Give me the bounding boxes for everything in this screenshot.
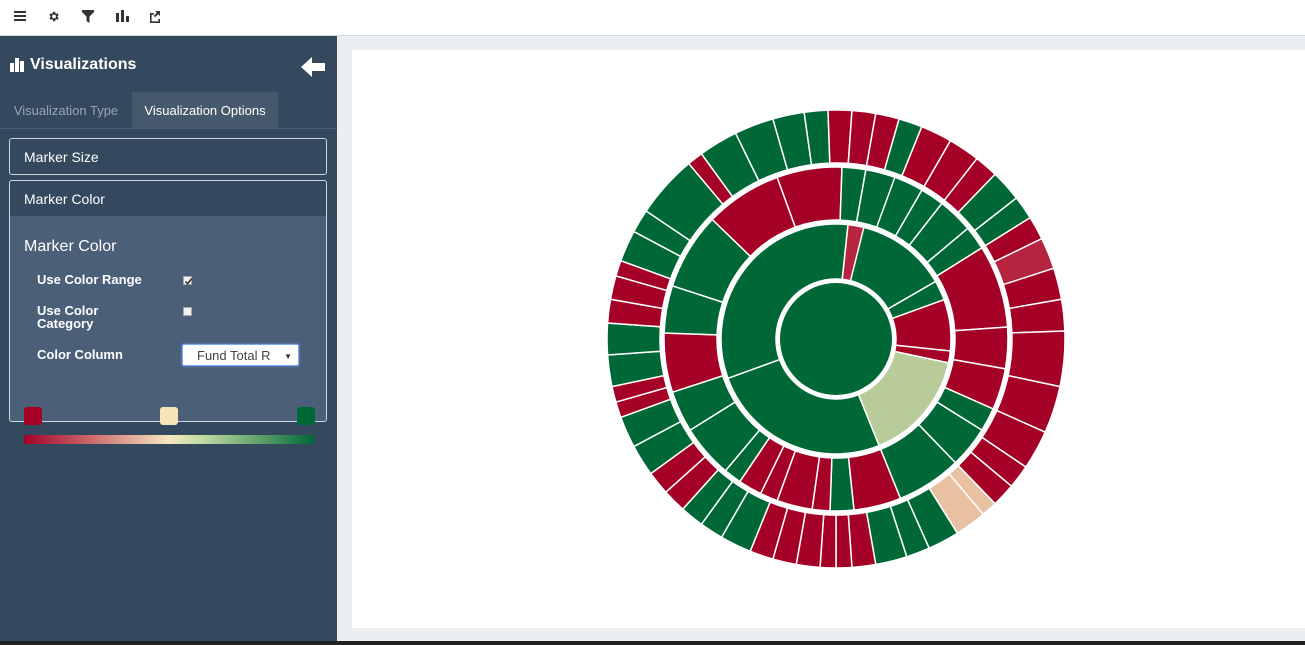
color-column-label: Color Column bbox=[37, 347, 123, 362]
marker-color-panel: Marker Color Use Color Range Use Color C… bbox=[9, 216, 327, 444]
use-color-category-label: Use Color Category bbox=[37, 303, 99, 331]
tab-visualization-type[interactable]: Visualization Type bbox=[13, 102, 119, 118]
sunburst-ring-3-segment[interactable] bbox=[835, 513, 853, 569]
visualization-canvas bbox=[352, 50, 1305, 628]
tab-visualization-options[interactable]: Visualization Options bbox=[132, 92, 278, 128]
sunburst-ring-3-segment[interactable] bbox=[993, 237, 1055, 286]
panel-title: Marker Color bbox=[24, 238, 117, 255]
sunburst-ring-3-segment[interactable] bbox=[606, 322, 662, 356]
use-color-range-label: Use Color Range bbox=[37, 272, 142, 287]
sunburst-ring-1-segment[interactable] bbox=[841, 223, 865, 282]
visualizations-sidebar: Visualizations Visualization Type Visual… bbox=[0, 36, 337, 645]
chevron-down-icon: ▼ bbox=[284, 352, 292, 361]
sunburst-ring-1-segment[interactable] bbox=[720, 223, 849, 380]
marker-color-section[interactable]: Marker Color bbox=[9, 180, 327, 217]
color-range-gradient bbox=[24, 435, 314, 444]
sidebar-title-text: Visualizations bbox=[30, 56, 137, 73]
marker-size-section[interactable]: Marker Size bbox=[9, 138, 327, 175]
sidebar-title: Visualizations bbox=[10, 54, 136, 76]
high-color-swatch[interactable] bbox=[297, 407, 315, 425]
tabs-divider bbox=[0, 128, 337, 129]
filter-icon[interactable] bbox=[76, 5, 100, 27]
top-toolbar bbox=[0, 0, 1305, 36]
use-color-category-checkbox[interactable] bbox=[183, 307, 192, 316]
gear-icon[interactable] bbox=[41, 5, 65, 27]
menu-icon[interactable] bbox=[8, 5, 32, 27]
sunburst-center[interactable] bbox=[780, 283, 892, 395]
bar-chart-icon bbox=[10, 58, 25, 72]
share-icon[interactable] bbox=[142, 5, 166, 27]
sunburst-ring-1-segment[interactable] bbox=[726, 358, 881, 455]
color-column-select[interactable]: Fund Total R ▼ bbox=[182, 344, 299, 366]
arrow-left-icon[interactable] bbox=[300, 56, 326, 78]
main-area bbox=[337, 36, 1305, 645]
use-color-range-checkbox[interactable] bbox=[183, 276, 193, 286]
mid-color-swatch[interactable] bbox=[160, 407, 178, 425]
sunburst-chart bbox=[606, 109, 1066, 569]
sidebar-tabs: Visualization Type Visualization Options bbox=[0, 92, 337, 128]
sunburst-ring-2-segment[interactable] bbox=[855, 168, 896, 229]
bar-chart-icon[interactable] bbox=[110, 5, 134, 27]
bottom-edge bbox=[0, 641, 1305, 645]
color-column-value: Fund Total R bbox=[197, 347, 271, 363]
low-color-swatch[interactable] bbox=[24, 407, 42, 425]
